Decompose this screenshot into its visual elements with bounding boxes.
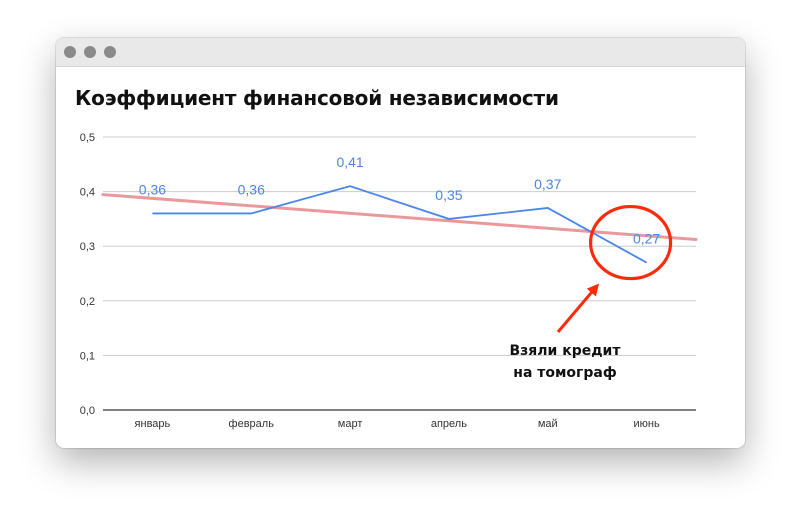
x-tick-label: апрель — [431, 418, 467, 430]
annotation-line: на томограф — [513, 365, 617, 381]
zoom-dot[interactable] — [104, 46, 116, 58]
x-tick-label: февраль — [229, 418, 275, 430]
y-tick-label: 0,3 — [80, 241, 95, 253]
data-label: 0,35 — [435, 187, 462, 203]
app-window: Коэффициент финансовой независимости 0,0… — [56, 38, 745, 448]
data-label: 0,41 — [336, 154, 363, 170]
annotation-text: Взяли кредит на томограф — [510, 343, 622, 381]
y-tick-label: 0,5 — [80, 132, 95, 144]
annotation-circle — [588, 204, 673, 281]
y-tick-label: 0,0 — [80, 405, 95, 417]
minimize-dot[interactable] — [84, 46, 96, 58]
data-label: 0,36 — [139, 181, 166, 197]
window-titlebar — [56, 38, 745, 67]
x-tick-label: январь — [135, 418, 171, 430]
y-tick-label: 0,4 — [80, 187, 95, 199]
data-label: 0,36 — [238, 181, 265, 197]
trendline — [101, 193, 698, 242]
data-label: 0,27 — [633, 231, 660, 247]
y-tick-label: 0,2 — [80, 296, 95, 308]
annotation-arrow — [556, 283, 600, 333]
chart-title: Коэффициент финансовой независимости — [75, 86, 559, 110]
y-tick-label: 0,1 — [80, 350, 95, 362]
line-chart: 0,0 0,1 0,2 0,3 0,4 0,5 январь февраль март апрел… — [80, 132, 698, 430]
data-label: 0,37 — [534, 176, 561, 192]
x-tick-label: июнь — [633, 418, 659, 430]
close-dot[interactable] — [64, 46, 76, 58]
x-tick-label: май — [538, 418, 558, 430]
series-line — [152, 185, 648, 264]
x-tick-label: март — [338, 418, 363, 430]
annotation-line: Взяли кредит — [510, 343, 622, 359]
